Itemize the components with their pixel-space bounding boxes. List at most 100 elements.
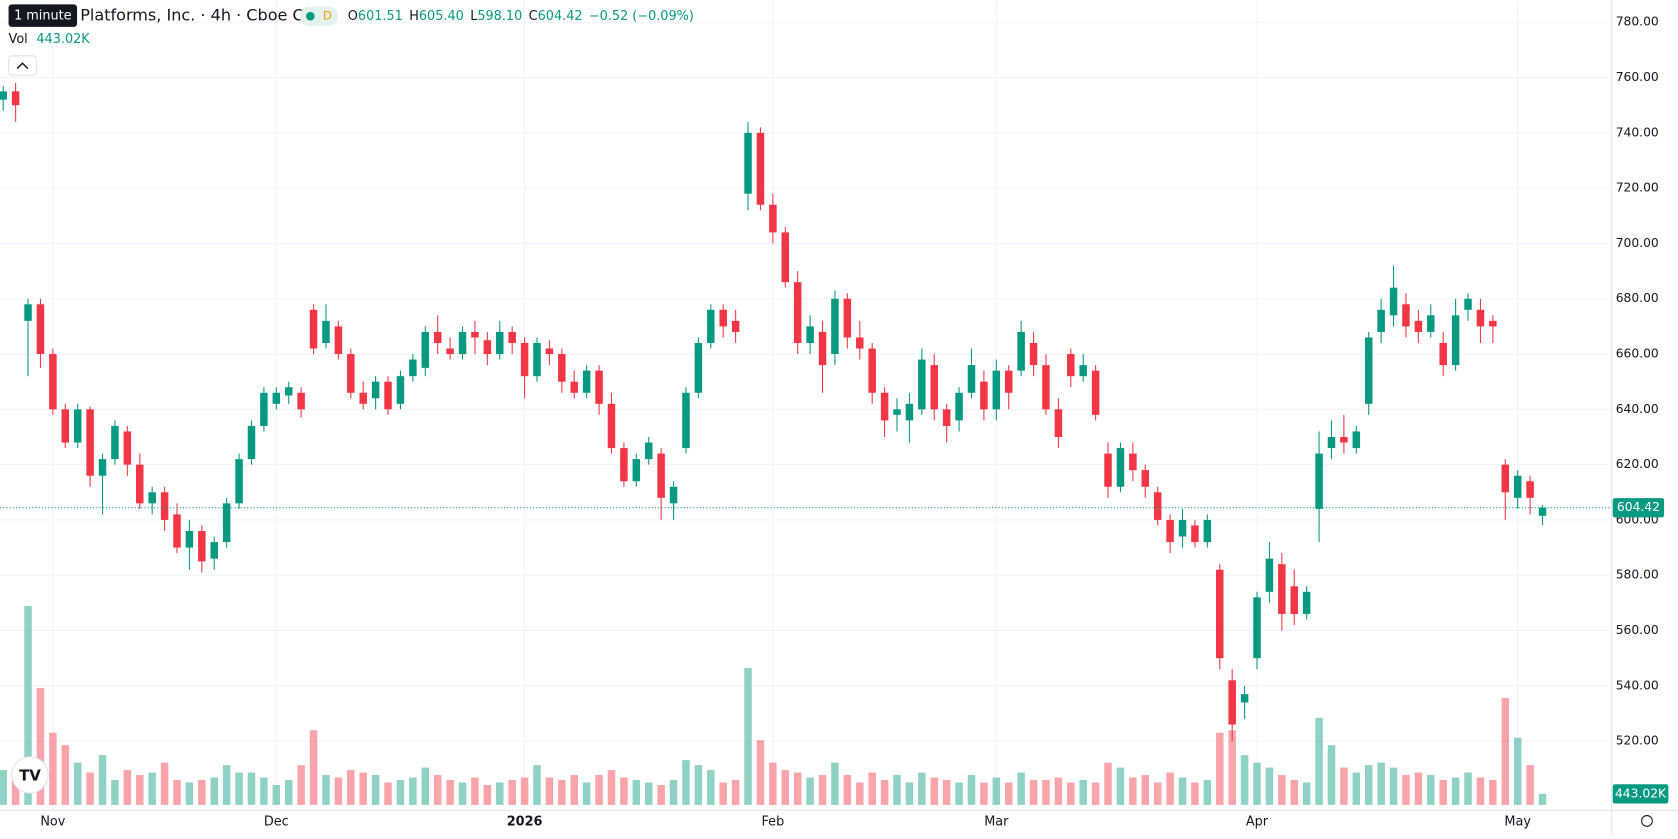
volume-bar: [1501, 697, 1510, 805]
volume-bar: [1141, 775, 1150, 805]
candle-body: [384, 381, 392, 410]
volume-bar: [347, 770, 355, 805]
volume-bar: [1315, 717, 1323, 805]
candle-body: [11, 91, 20, 106]
legend: Platforms, Inc. · 4h · Cboe One D O601.5…: [8, 6, 694, 76]
volume-bar: [1402, 775, 1410, 805]
candle-body: [0, 91, 7, 100]
candle-body: [1414, 320, 1423, 332]
candle-body: [260, 392, 268, 426]
candle-body: [1178, 519, 1187, 537]
volume-bar: [905, 782, 914, 805]
volume-bar: [49, 732, 57, 805]
candle-body: [1427, 315, 1435, 332]
last-price-label: 604.42: [1617, 500, 1660, 514]
volume-bar: [1302, 782, 1311, 805]
candle-body: [508, 331, 516, 343]
legend-key: O: [348, 9, 358, 24]
volume-bar: [756, 740, 765, 805]
candle-body: [111, 425, 119, 460]
candle-body: [272, 392, 281, 404]
candle-body: [496, 331, 504, 355]
candle-body: [582, 370, 591, 393]
volume-bar: [0, 770, 7, 805]
candle-body: [1067, 354, 1075, 377]
volume-bar: [98, 755, 107, 805]
volume-bar: [1290, 780, 1298, 805]
volume-bar: [595, 775, 603, 805]
candle-body: [73, 409, 82, 443]
volume-bar: [1451, 777, 1460, 805]
volume-bar: [123, 770, 132, 805]
candle-body: [533, 342, 541, 377]
candle-body: [806, 326, 814, 343]
collapse-button[interactable]: [8, 55, 37, 76]
candle-body: [284, 387, 293, 396]
candle-body: [148, 492, 156, 504]
candle-body: [1476, 309, 1485, 327]
candle-body: [309, 309, 318, 349]
candle-body: [756, 132, 765, 205]
candle-body: [707, 309, 715, 343]
volume-bar: [210, 777, 218, 805]
candle-body: [657, 453, 665, 498]
candle-body: [1402, 304, 1410, 327]
candle-body: [1054, 409, 1063, 437]
volume-bar: [1153, 782, 1162, 805]
volume-bar: [458, 782, 467, 805]
volume-bar: [781, 770, 790, 805]
volume-bar: [1091, 782, 1100, 805]
candle-body: [694, 342, 703, 393]
candle-body: [334, 326, 343, 355]
market-dot: [306, 11, 315, 21]
volume-bar: [1340, 767, 1348, 805]
candle-body: [831, 298, 839, 355]
candle-body: [247, 425, 256, 460]
volume-bar: [483, 784, 492, 805]
volume-bar: [24, 605, 32, 805]
volume-bar: [856, 782, 864, 805]
candle-body: [1364, 337, 1373, 404]
volume-bar: [967, 775, 976, 805]
volume-bar: [1017, 772, 1025, 805]
candle-body: [1327, 436, 1336, 449]
volume-bar: [1166, 772, 1174, 805]
volume-bar: [682, 760, 690, 805]
candle-body: [173, 514, 181, 548]
volume-bar: [148, 772, 156, 805]
ohlc-legend: O601.51 H605.40 L598.10 C604.42 −0.52 (−0.09…: [348, 9, 694, 24]
y-tick-label: 560.00: [1616, 623, 1659, 637]
logo[interactable]: [11, 756, 49, 794]
candle-body: [1191, 525, 1199, 543]
candle-body: [1141, 470, 1150, 487]
candle-body: [396, 376, 405, 404]
volume-bar: [173, 780, 181, 805]
volume-bar: [384, 782, 392, 805]
candle-body: [123, 431, 132, 465]
volume-bar: [111, 780, 119, 805]
candle-body: [744, 132, 752, 194]
volume-bar: [222, 765, 231, 805]
candle-body: [98, 459, 107, 476]
candle-body: [1352, 431, 1361, 449]
volume-bar: [1327, 745, 1336, 805]
volume-bar: [86, 772, 94, 805]
x-tick-label: May: [1504, 815, 1531, 830]
candle-body: [1513, 475, 1522, 498]
candle-body: [1340, 436, 1348, 443]
candle-body: [1389, 287, 1398, 316]
volume-bar: [508, 780, 516, 805]
volume-bar: [1364, 765, 1373, 805]
volume-bar: [1377, 762, 1385, 805]
settings-button[interactable]: [1641, 815, 1653, 827]
logo-mark: TV: [19, 767, 41, 785]
volume-bar: [36, 687, 45, 805]
candle-body: [359, 392, 367, 404]
legend-value: 604.42: [538, 9, 583, 24]
tooltip: [8, 4, 78, 27]
x-tick-label: 2026: [507, 815, 543, 830]
volume-bar: [930, 777, 938, 805]
volume-bar: [1129, 777, 1137, 805]
candle-body: [1439, 342, 1447, 366]
candle-body: [1538, 507, 1547, 516]
